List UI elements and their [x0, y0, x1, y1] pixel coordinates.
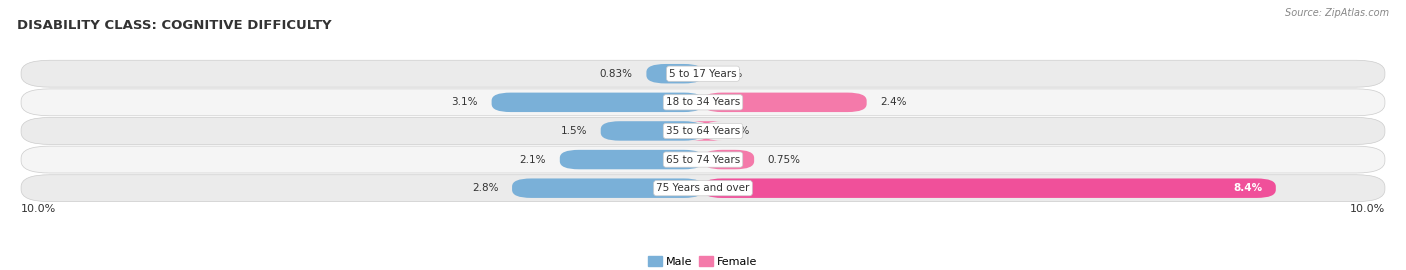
Text: 2.1%: 2.1% [520, 154, 546, 165]
FancyBboxPatch shape [492, 93, 703, 112]
Text: 0.83%: 0.83% [600, 69, 633, 79]
FancyBboxPatch shape [647, 64, 703, 83]
Text: 35 to 64 Years: 35 to 64 Years [666, 126, 740, 136]
FancyBboxPatch shape [512, 178, 703, 198]
FancyBboxPatch shape [21, 60, 1385, 87]
Legend: Male, Female: Male, Female [644, 252, 762, 270]
Text: 65 to 74 Years: 65 to 74 Years [666, 154, 740, 165]
FancyBboxPatch shape [21, 89, 1385, 116]
Text: 2.4%: 2.4% [880, 97, 907, 107]
Text: 10.0%: 10.0% [21, 204, 56, 214]
Text: 1.5%: 1.5% [561, 126, 588, 136]
FancyBboxPatch shape [690, 121, 723, 141]
FancyBboxPatch shape [600, 121, 703, 141]
Text: 75 Years and over: 75 Years and over [657, 183, 749, 193]
Text: 2.8%: 2.8% [472, 183, 499, 193]
Text: 0.1%: 0.1% [724, 126, 749, 136]
FancyBboxPatch shape [21, 117, 1385, 144]
FancyBboxPatch shape [703, 93, 866, 112]
Text: 10.0%: 10.0% [1350, 204, 1385, 214]
Text: 3.1%: 3.1% [451, 97, 478, 107]
FancyBboxPatch shape [21, 175, 1385, 202]
FancyBboxPatch shape [560, 150, 703, 169]
Text: Source: ZipAtlas.com: Source: ZipAtlas.com [1285, 8, 1389, 18]
Text: 0.75%: 0.75% [768, 154, 801, 165]
Text: 5 to 17 Years: 5 to 17 Years [669, 69, 737, 79]
Text: 0.0%: 0.0% [717, 69, 742, 79]
Text: 8.4%: 8.4% [1233, 183, 1263, 193]
Text: DISABILITY CLASS: COGNITIVE DIFFICULTY: DISABILITY CLASS: COGNITIVE DIFFICULTY [17, 19, 332, 32]
FancyBboxPatch shape [703, 150, 754, 169]
FancyBboxPatch shape [703, 178, 1275, 198]
FancyBboxPatch shape [21, 146, 1385, 173]
Text: 18 to 34 Years: 18 to 34 Years [666, 97, 740, 107]
